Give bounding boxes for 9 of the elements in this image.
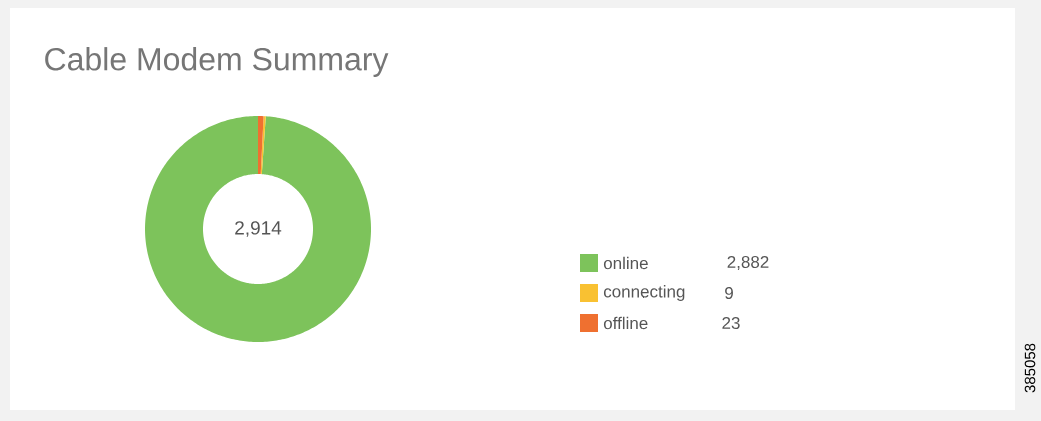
legend-label: online	[603, 256, 648, 270]
legend-label: connecting	[603, 285, 685, 301]
text: 385058	[1024, 343, 1036, 393]
data-label: 9	[725, 286, 733, 300]
text: 2,914	[235, 221, 282, 237]
legend-label: offline	[603, 316, 648, 330]
chart-title: Cable Modem Summary	[45, 47, 389, 77]
data-label: 2,882	[727, 255, 769, 271]
data-label: 23	[722, 316, 740, 330]
